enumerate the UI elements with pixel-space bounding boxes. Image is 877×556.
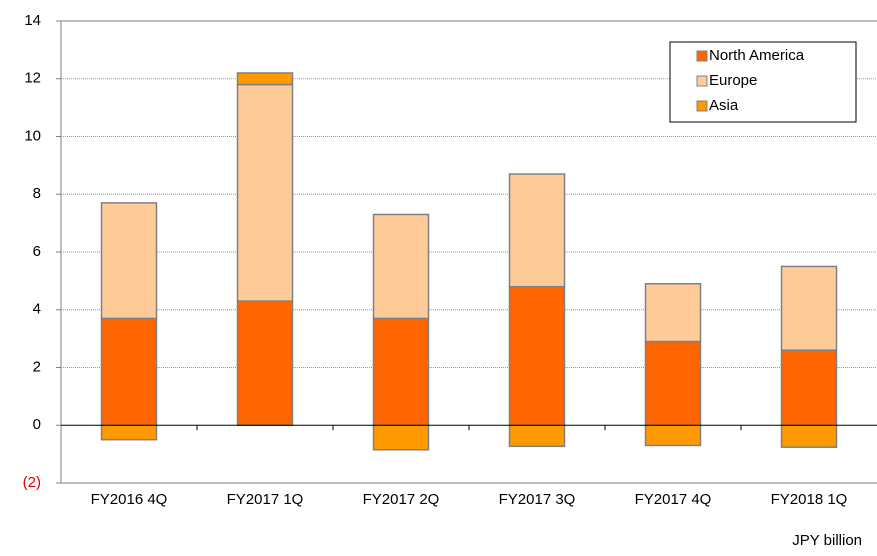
bar-segment xyxy=(372,213,430,320)
bar-segment xyxy=(644,283,702,343)
bar-segment xyxy=(372,424,430,451)
x-tick-label: FY2017 2Q xyxy=(363,491,440,508)
y-tick-label: 0 xyxy=(33,416,41,433)
bar-segment xyxy=(100,424,158,441)
legend-swatch xyxy=(696,50,708,62)
y-tick-label: 14 xyxy=(24,12,41,29)
x-tick-label: FY2017 1Q xyxy=(227,491,304,508)
unit-note: JPY billion xyxy=(792,532,862,549)
y-tick-label: 4 xyxy=(33,301,41,318)
bar-segment xyxy=(508,173,566,288)
bar-segment xyxy=(508,285,566,426)
bar-segment xyxy=(508,424,566,448)
bar-segment xyxy=(236,83,294,302)
bar-segment xyxy=(780,349,838,426)
x-tick-label: FY2017 3Q xyxy=(499,491,576,508)
y-tick-label: 2 xyxy=(33,358,41,375)
legend-swatch xyxy=(696,100,708,112)
bar-segment xyxy=(236,300,294,426)
bar-segment xyxy=(100,317,158,427)
legend-label: Europe xyxy=(709,72,757,89)
x-tick-label: FY2016 4Q xyxy=(91,491,168,508)
bar-segment xyxy=(100,202,158,320)
y-tick-label: 12 xyxy=(24,70,41,87)
y-tick-label: 8 xyxy=(33,185,41,202)
x-tick-label: FY2017 4Q xyxy=(635,491,712,508)
bar-segment xyxy=(644,340,702,427)
legend-label: Asia xyxy=(709,97,739,114)
y-tick-label: (2) xyxy=(23,474,41,491)
bar-segment xyxy=(372,317,430,427)
legend-label: North America xyxy=(709,47,805,64)
x-tick-label: FY2018 1Q xyxy=(771,491,848,508)
bar-segment xyxy=(780,265,838,351)
bar-segment xyxy=(780,424,838,448)
y-tick-label: 6 xyxy=(33,243,41,260)
bar-segment xyxy=(236,72,294,86)
y-tick-label: 10 xyxy=(24,127,41,144)
legend-swatch xyxy=(696,75,708,87)
bar-segment xyxy=(644,424,702,447)
